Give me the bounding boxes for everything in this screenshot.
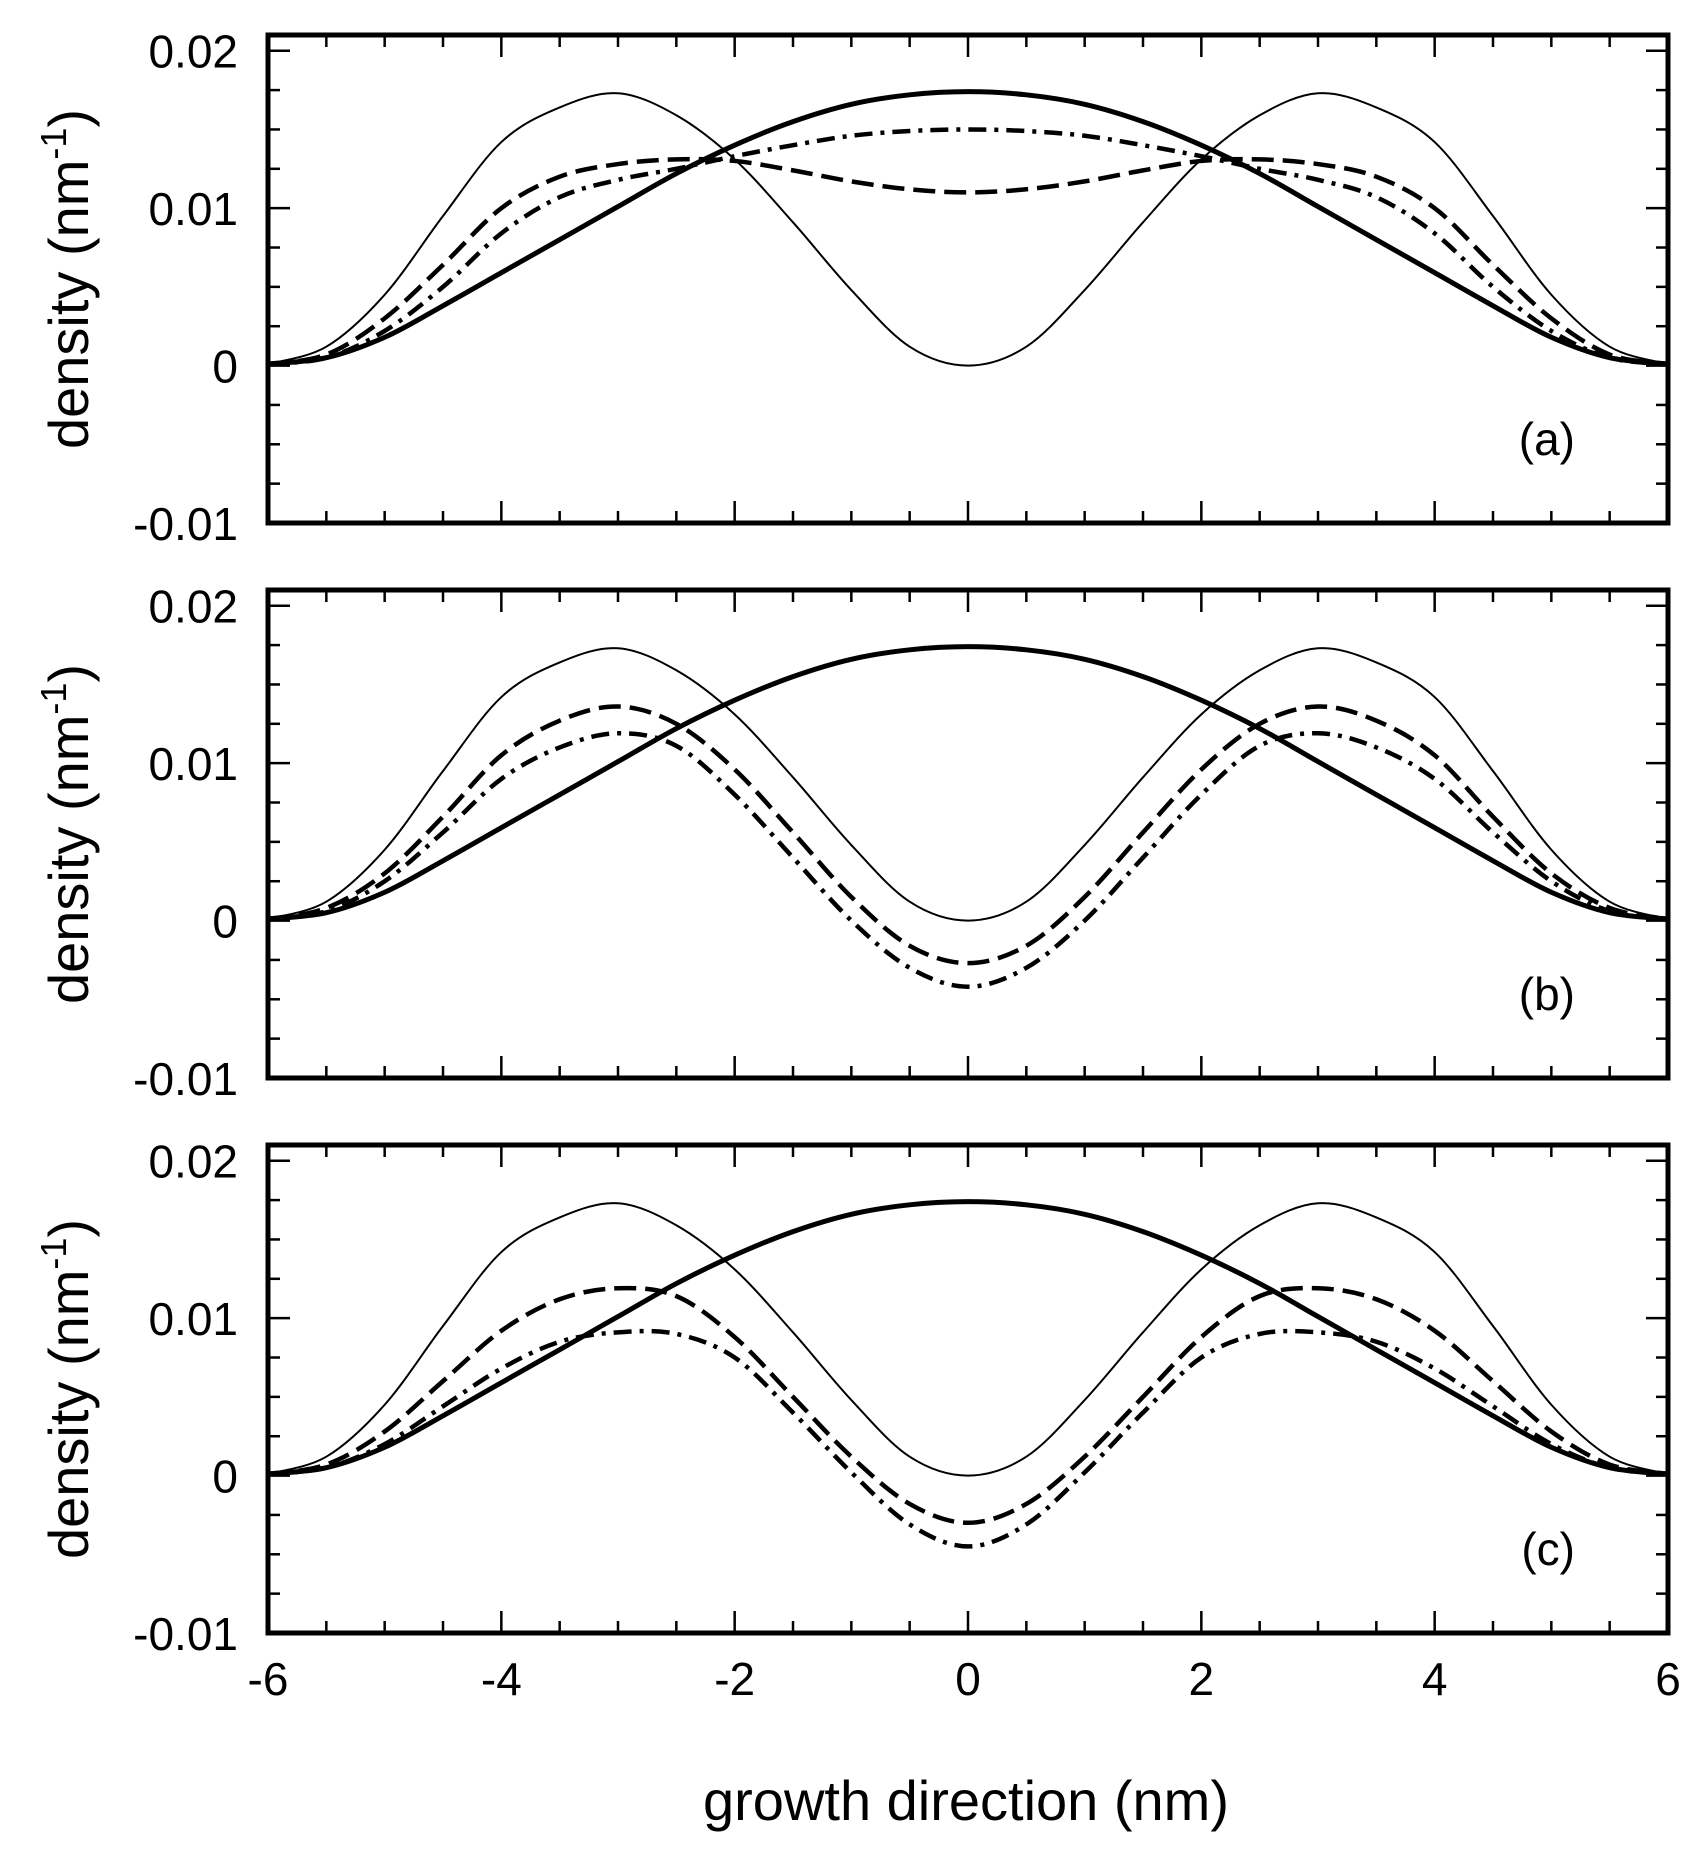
panel-label: (c) [1521, 1523, 1575, 1575]
plot-frame [265, 32, 1671, 526]
series-line-dashed [268, 704, 1668, 966]
series-line-thin-solid [268, 647, 1668, 922]
series-group [268, 89, 1668, 367]
x-tick-label: -2 [714, 1653, 755, 1705]
series-line-dash-dot [268, 127, 1668, 367]
plot-frame [265, 587, 1671, 1081]
series-line-thin-solid [268, 92, 1668, 367]
panel-label: (a) [1519, 413, 1575, 465]
y-tick-label: -0.01 [133, 498, 238, 550]
series-group [268, 1199, 1668, 1549]
series-line-thick-solid [268, 644, 1668, 922]
y-axis-title: density (nm-1) [33, 1219, 100, 1559]
y-tick-label: 0 [212, 1451, 238, 1503]
series-line-thick-solid [268, 1199, 1668, 1477]
y-axis-title: density (nm-1) [33, 109, 100, 449]
panel-label: (b) [1519, 968, 1575, 1020]
y-tick-label: -0.01 [133, 1053, 238, 1105]
y-tick-label: 0.01 [148, 1293, 238, 1345]
y-tick-label: 0.01 [148, 738, 238, 790]
series-line-dashed [268, 1285, 1668, 1526]
x-axis-title: growth direction (nm) [703, 1769, 1229, 1832]
panel-b: -0.01 0 0.01 0.02 (b) density (nm-1) [33, 581, 1671, 1105]
panel-c: -0.01 0 0.01 0.02 -6 -4 -2 0 2 4 6 (c) density (nm-1… [33, 1136, 1681, 1705]
y-tick-label: 0.02 [148, 26, 238, 78]
x-tick-label: 2 [1189, 1653, 1215, 1705]
y-tick-label: 0 [212, 341, 238, 393]
y-tick-label: -0.01 [133, 1608, 238, 1660]
x-tick-label: 6 [1655, 1653, 1681, 1705]
series-line-dash-dot [268, 730, 1668, 989]
panel-a: -0.01 0 0.01 0.02 (a) density (nm-1) [33, 26, 1671, 550]
y-axis-title: density (nm-1) [33, 664, 100, 1004]
y-tick-label: 0.02 [148, 1136, 238, 1188]
x-tick-label: -6 [248, 1653, 289, 1705]
y-tick-label: 0.02 [148, 581, 238, 633]
series-line-thick-solid [268, 89, 1668, 367]
series-line-thin-solid [268, 1202, 1668, 1477]
x-tick-label: -4 [481, 1653, 522, 1705]
y-tick-label: 0.01 [148, 183, 238, 235]
x-tick-label: 0 [955, 1653, 981, 1705]
series-line-dashed [268, 156, 1668, 367]
panels: -0.01 0 0.01 0.02 (a) density (nm-1) -0.01 0 0.0… [33, 26, 1681, 1705]
plot-frame [265, 1142, 1671, 1636]
series-group [268, 644, 1668, 989]
series-line-dash-dot [268, 1328, 1668, 1549]
x-tick-label: 4 [1422, 1653, 1448, 1705]
y-tick-label: 0 [212, 896, 238, 948]
